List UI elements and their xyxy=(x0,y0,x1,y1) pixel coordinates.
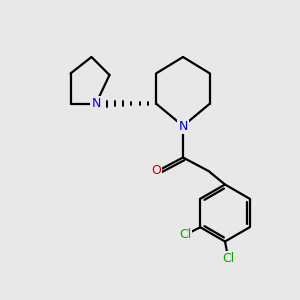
Text: O: O xyxy=(151,164,161,178)
Text: N: N xyxy=(178,119,188,133)
Text: Cl: Cl xyxy=(222,252,234,266)
Text: N: N xyxy=(91,97,101,110)
Text: Cl: Cl xyxy=(179,228,191,241)
